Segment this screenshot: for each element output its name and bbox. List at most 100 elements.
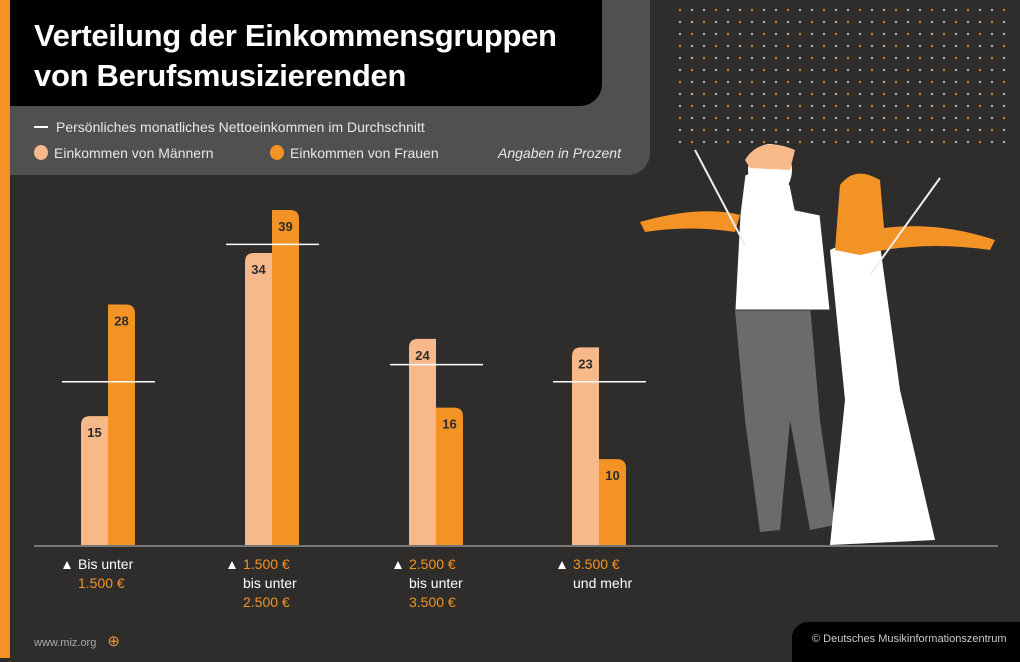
legend-women-label: Einkommen von Frauen bbox=[290, 145, 439, 161]
pattern-dot bbox=[810, 32, 814, 36]
pattern-dot bbox=[702, 8, 706, 12]
pattern-dot bbox=[846, 140, 850, 144]
legend-men-label: Einkommen von Männern bbox=[54, 145, 214, 161]
pattern-dot bbox=[762, 32, 766, 36]
pattern-dot bbox=[1002, 32, 1006, 36]
bar-women bbox=[436, 407, 463, 545]
pattern-dot bbox=[822, 104, 826, 108]
pattern-dot bbox=[846, 68, 850, 72]
pattern-dot bbox=[774, 116, 778, 120]
bar-women-label: 28 bbox=[114, 313, 128, 328]
pattern-dot bbox=[870, 8, 874, 12]
pattern-dot bbox=[702, 44, 706, 48]
pattern-dot bbox=[894, 80, 898, 84]
triangle-icon bbox=[63, 561, 71, 569]
pattern-dot bbox=[870, 56, 874, 60]
pattern-dot bbox=[774, 80, 778, 84]
pattern-dot bbox=[846, 56, 850, 60]
pattern-dot bbox=[978, 128, 982, 132]
pattern-dot bbox=[870, 92, 874, 96]
pattern-dot bbox=[894, 92, 898, 96]
pattern-dot bbox=[918, 8, 922, 12]
pattern-dot bbox=[834, 8, 838, 12]
pattern-dot bbox=[990, 92, 994, 96]
pattern-dot bbox=[738, 44, 742, 48]
pattern-dot bbox=[810, 128, 814, 132]
man-hair bbox=[745, 144, 795, 170]
pattern-dot bbox=[930, 116, 934, 120]
pattern-dot bbox=[1002, 104, 1006, 108]
pattern-dot bbox=[918, 68, 922, 72]
pattern-dot bbox=[906, 44, 910, 48]
bar-men bbox=[572, 347, 599, 545]
pattern-dot bbox=[942, 128, 946, 132]
cat3-line2: bis unter bbox=[409, 575, 463, 591]
pattern-dot bbox=[918, 20, 922, 24]
pattern-dot bbox=[702, 80, 706, 84]
pattern-dot bbox=[1002, 8, 1006, 12]
pattern-dot bbox=[846, 128, 850, 132]
pattern-dot bbox=[930, 128, 934, 132]
pattern-dot bbox=[822, 8, 826, 12]
pattern-dot bbox=[930, 104, 934, 108]
pattern-dot bbox=[942, 68, 946, 72]
pattern-dot bbox=[786, 128, 790, 132]
pattern-dot bbox=[990, 8, 994, 12]
pattern-dot bbox=[762, 56, 766, 60]
bar-men bbox=[409, 338, 436, 545]
pattern-dot bbox=[906, 8, 910, 12]
pattern-dot bbox=[942, 92, 946, 96]
pattern-dot bbox=[870, 80, 874, 84]
pattern-dot bbox=[726, 8, 730, 12]
pattern-dot bbox=[990, 32, 994, 36]
pattern-dot bbox=[858, 8, 862, 12]
pattern-dot bbox=[846, 116, 850, 120]
pattern-dot bbox=[870, 104, 874, 108]
woman-dress bbox=[830, 241, 935, 545]
pattern-dot bbox=[678, 104, 682, 108]
pattern-dot bbox=[942, 116, 946, 120]
pattern-dot bbox=[846, 92, 850, 96]
pattern-dot bbox=[834, 20, 838, 24]
pattern-dot bbox=[990, 80, 994, 84]
pattern-dot bbox=[882, 92, 886, 96]
pattern-dot bbox=[870, 140, 874, 144]
pattern-dot bbox=[690, 20, 694, 24]
pattern-dot bbox=[834, 44, 838, 48]
bar-men-label: 24 bbox=[415, 348, 430, 363]
pattern-dot bbox=[966, 104, 970, 108]
pattern-dot bbox=[678, 44, 682, 48]
pattern-dot bbox=[762, 68, 766, 72]
legend-average-label: Persönliches monatliches Nettoeinkommen … bbox=[56, 119, 425, 135]
pattern-dot bbox=[762, 44, 766, 48]
footer-url[interactable]: www.miz.org ⊕ bbox=[34, 632, 120, 650]
pattern-dot bbox=[990, 104, 994, 108]
pattern-dot bbox=[726, 44, 730, 48]
pattern-dot bbox=[858, 128, 862, 132]
pattern-dot bbox=[798, 140, 802, 144]
violinists-illustration bbox=[640, 144, 995, 545]
pattern-dot bbox=[930, 20, 934, 24]
pattern-dot bbox=[822, 92, 826, 96]
pattern-dot bbox=[678, 80, 682, 84]
man-violin bbox=[640, 211, 740, 232]
pattern-dot bbox=[834, 32, 838, 36]
cat2-line3: 2.500 € bbox=[243, 594, 290, 610]
pattern-dot bbox=[774, 32, 778, 36]
footer-url-text[interactable]: www.miz.org bbox=[34, 637, 97, 649]
pattern-dot bbox=[750, 56, 754, 60]
pattern-dot bbox=[1002, 92, 1006, 96]
pattern-dot bbox=[714, 104, 718, 108]
pattern-dot bbox=[726, 56, 730, 60]
pattern-dot bbox=[822, 44, 826, 48]
pattern-dot bbox=[810, 56, 814, 60]
pattern-dot bbox=[858, 20, 862, 24]
pattern-dot bbox=[966, 56, 970, 60]
title-line-2: von Berufsmusizierenden bbox=[34, 58, 407, 93]
pattern-dot bbox=[858, 116, 862, 120]
pattern-dot bbox=[678, 20, 682, 24]
pattern-dot bbox=[930, 44, 934, 48]
pattern-dot bbox=[918, 140, 922, 144]
pattern-dot bbox=[798, 44, 802, 48]
